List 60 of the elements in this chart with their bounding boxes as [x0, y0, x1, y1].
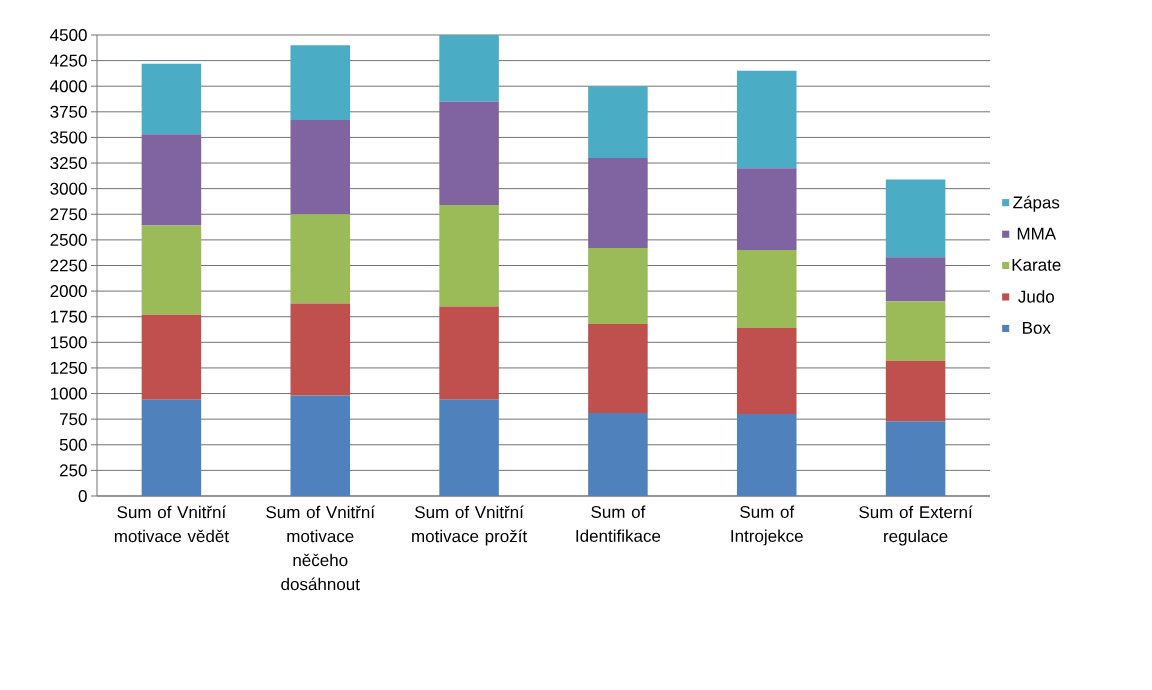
y-tick-label: 250 [59, 464, 87, 477]
bar [141, 63, 202, 135]
bar [588, 248, 648, 324]
legend-label: Judo [1018, 290, 1054, 303]
legend-label: Karate [1012, 258, 1061, 271]
y-tick-label: 2500 [50, 233, 87, 246]
y-tick-label: 750 [59, 413, 87, 426]
bar [885, 257, 946, 302]
x-tick-label: Sum of Vnitřní motivace prožít [412, 505, 528, 546]
bar [141, 399, 202, 496]
bar [141, 134, 202, 226]
y-tick-label: 3750 [50, 105, 87, 118]
bar [290, 395, 351, 496]
x-tick-label: Sum of Vnitřní motivace vědět [114, 505, 229, 543]
bar [141, 314, 202, 400]
y-tick-label: 0 [78, 489, 87, 503]
y-tick-label: 500 [59, 438, 87, 451]
legend-label: Box [1023, 322, 1051, 334]
bar [588, 157, 648, 249]
bar [736, 327, 797, 415]
bar [736, 70, 797, 169]
bar [885, 360, 946, 422]
bar [885, 421, 946, 496]
y-tick-label: 3500 [50, 131, 87, 144]
y-tick-label: 4500 [50, 28, 87, 42]
y-tick-label: 3250 [50, 157, 87, 170]
bar [439, 205, 499, 307]
y-tick-label: 2250 [50, 259, 87, 272]
bar [885, 301, 946, 361]
bar [439, 101, 499, 206]
y-tick-label: 2000 [50, 285, 87, 298]
bar [885, 179, 946, 258]
y-tick-label: 1250 [50, 361, 87, 374]
x-tick-label: Sum of Identifikace [576, 505, 661, 542]
y-tick-label: 4000 [50, 80, 87, 93]
bar [588, 413, 648, 496]
y-tick-label: 1750 [50, 310, 87, 323]
bar [290, 214, 351, 304]
bar [290, 120, 351, 215]
bar [588, 323, 648, 414]
bar [439, 399, 499, 496]
bar [588, 86, 648, 158]
bar [439, 34, 499, 102]
bar [736, 250, 797, 328]
y-tick-label: 1000 [50, 387, 87, 400]
y-tick-label: 3000 [50, 182, 87, 195]
x-tick-label: Sum of Introjekce [731, 505, 803, 546]
legend-label: MMA [1017, 227, 1057, 240]
bar [290, 303, 351, 396]
legend-label: Zápas [1013, 195, 1060, 212]
y-tick-label: 1500 [50, 336, 87, 349]
bar [439, 306, 499, 400]
bar [141, 225, 202, 315]
bar [736, 414, 797, 496]
bar [736, 168, 797, 251]
x-tick-label: Sum of Externí regulace [859, 505, 973, 546]
x-tick-label: Sum of Vnitřní motivace něčeho dosáhnout [266, 505, 375, 591]
bar [290, 45, 351, 121]
y-tick-label: 4250 [50, 54, 87, 67]
y-tick-label: 2750 [50, 208, 87, 221]
